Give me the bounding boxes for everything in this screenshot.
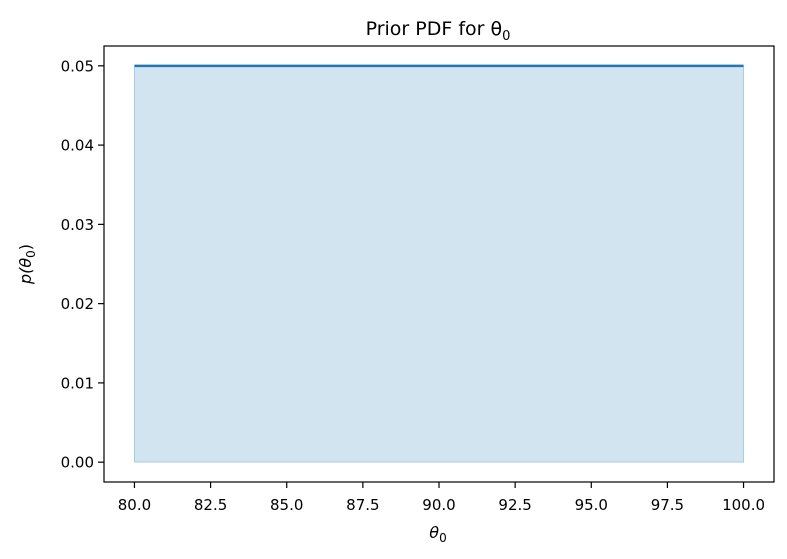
- chart-title: Prior PDF for θ0: [366, 18, 511, 44]
- x-tick-label: 100.0: [722, 496, 765, 514]
- x-axis-label-subscript: 0: [439, 531, 447, 545]
- y-tick-label: 0.04: [61, 137, 94, 155]
- y-tick-label: 0.05: [61, 57, 94, 75]
- x-tick-label: 97.5: [651, 496, 684, 514]
- x-tick-label: 80.0: [118, 496, 151, 514]
- pdf-fill-area: [133, 65, 745, 463]
- y-tick-label: 0.02: [61, 295, 94, 313]
- y-tick-label: 0.00: [61, 454, 94, 472]
- y-tick-label: 0.01: [61, 374, 94, 392]
- plot-area: 80.0 82.5 85.0 87.5 90.0 92.5 95.0 97.5 100.0 0.0…: [61, 45, 775, 514]
- x-tick-label: 92.5: [498, 496, 531, 514]
- chart-title-subscript: 0: [502, 29, 510, 44]
- x-tick-label: 87.5: [346, 496, 379, 514]
- y-axis-label-subscript: 0: [24, 250, 38, 258]
- x-tick-label: 95.0: [575, 496, 608, 514]
- x-tick-label: 82.5: [194, 496, 227, 514]
- y-tick-label: 0.03: [61, 216, 94, 234]
- x-axis-label: θ0: [429, 523, 446, 545]
- x-tick-label: 85.0: [270, 496, 303, 514]
- x-tick-label: 90.0: [422, 496, 455, 514]
- y-axis-label: p(θ0): [16, 244, 38, 285]
